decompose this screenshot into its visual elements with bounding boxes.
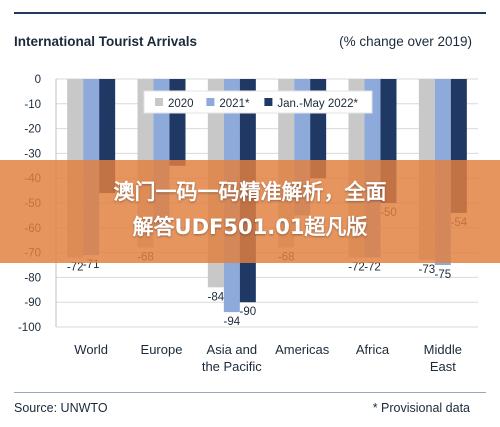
x-tick-label: Americas	[275, 342, 330, 357]
data-label: -72	[348, 262, 365, 274]
data-label: -72	[67, 262, 84, 274]
x-tick-label: World	[74, 342, 108, 357]
x-tick-label: Asia and	[207, 342, 258, 357]
chart-title: International Tourist Arrivals	[14, 34, 198, 49]
y-tick-label: -30	[24, 148, 41, 160]
data-label: -73	[419, 264, 436, 276]
x-tick-label: the Pacific	[202, 359, 262, 374]
data-label: -94	[224, 316, 241, 328]
chart-subtitle: (% change over 2019)	[339, 34, 472, 49]
legend-label: Jan.-May 2022*	[277, 98, 358, 110]
top-rule	[14, 12, 486, 14]
legend-swatch	[155, 98, 163, 106]
x-tick-label: Middle	[424, 342, 462, 357]
overlay-banner-text: 澳门一码一码精准解析，全面 解答UDF501.01超凡版	[0, 175, 500, 245]
y-tick-label: -100	[18, 322, 41, 334]
legend-swatch	[264, 98, 273, 106]
x-tick-label: East	[430, 359, 456, 374]
y-tick-label: -90	[24, 297, 41, 309]
legend-label: 2020	[168, 98, 194, 110]
x-tick-label: Africa	[356, 342, 390, 357]
y-tick-label: -10	[24, 99, 41, 111]
legend-swatch	[206, 98, 215, 106]
y-tick-label: -20	[24, 124, 41, 136]
data-label: -84	[208, 291, 225, 303]
data-label: -90	[240, 306, 257, 318]
source-note: Source: UNWTO	[14, 401, 108, 415]
x-tick-label: Europe	[141, 342, 183, 357]
legend-box	[143, 90, 373, 114]
overlay-banner-line-1: 澳门一码一码精准解析，全面	[113, 180, 387, 204]
y-tick-label: 0	[35, 74, 41, 86]
data-label: -72	[364, 262, 381, 274]
overlay-banner-line-2: 解答UDF501.01超凡版	[132, 215, 368, 239]
bottom-rule	[14, 392, 486, 393]
y-tick-label: -80	[24, 272, 41, 284]
overlay-banner	[0, 160, 500, 263]
provisional-footnote: * Provisional data	[372, 401, 470, 415]
data-label: -75	[435, 269, 452, 281]
legend-label: 2021*	[219, 98, 250, 110]
